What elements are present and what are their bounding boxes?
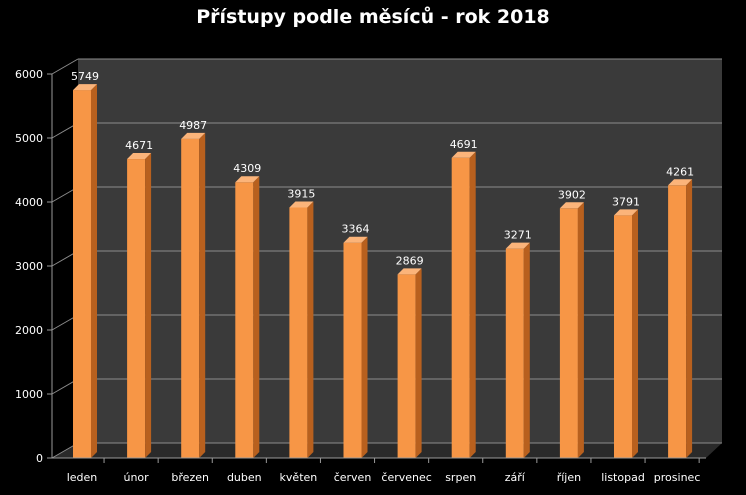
floor — [52, 443, 722, 458]
data-label: 4671 — [125, 139, 153, 152]
bar-front — [668, 185, 687, 458]
bar-side — [307, 201, 314, 458]
data-label: 4987 — [179, 119, 207, 132]
bar — [559, 202, 584, 458]
x-tick-label: červen — [334, 471, 372, 484]
bar-front — [451, 157, 470, 458]
bar-top — [289, 201, 314, 208]
bar-side — [632, 209, 638, 458]
data-label: 3271 — [504, 229, 532, 242]
bar-front — [343, 242, 362, 458]
data-label: 4261 — [666, 165, 694, 178]
y-tick-label: 5000 — [15, 132, 43, 145]
x-tick-label: březen — [171, 471, 209, 484]
bar-side — [199, 132, 206, 458]
y-tick-label: 0 — [36, 452, 43, 465]
bar-side — [469, 151, 476, 458]
x-tick-label: duben — [227, 471, 262, 484]
bar-front — [235, 182, 254, 458]
bar-front — [181, 138, 200, 458]
bar — [181, 132, 206, 458]
bar-top — [559, 202, 584, 209]
bar-front — [127, 159, 146, 458]
bar-top — [397, 268, 422, 275]
data-label: 4309 — [233, 162, 261, 175]
x-tick-label: říjen — [557, 471, 581, 484]
bar-top — [73, 84, 97, 91]
data-labels: 5749 4671 4987 4309 3915 3364 2869 4691 3271 3902… — [71, 70, 694, 267]
bar-front — [73, 90, 91, 459]
bars — [73, 84, 693, 459]
bar-side — [91, 84, 97, 459]
bar — [451, 151, 476, 458]
bar — [289, 201, 314, 458]
x-tick-label: leden — [67, 471, 98, 484]
x-tick-label: září — [505, 471, 526, 484]
data-label: 3915 — [287, 187, 315, 200]
bar-top — [614, 209, 638, 216]
bar — [668, 179, 693, 458]
data-label: 2869 — [396, 254, 424, 267]
bar — [127, 153, 152, 458]
y-tick-label: 1000 — [15, 388, 43, 401]
y-tick-label: 3000 — [15, 260, 43, 273]
bar-front — [614, 215, 632, 458]
bar — [614, 209, 638, 458]
data-label: 3902 — [558, 188, 586, 201]
y-axis: 0 1000 2000 3000 4000 5000 6000 — [15, 68, 43, 465]
bar — [343, 236, 368, 458]
bar — [73, 84, 97, 459]
bar-top — [343, 236, 368, 243]
bar — [397, 268, 422, 458]
bar-front — [289, 207, 308, 458]
data-label: 4691 — [450, 138, 478, 151]
bar-side — [577, 202, 584, 458]
bar-front — [397, 274, 416, 458]
bar-top — [235, 176, 260, 183]
bar-side — [686, 179, 693, 458]
chart-title: Přístupy podle měsíců - rok 2018 — [196, 6, 550, 28]
x-tick-label: srpen — [445, 471, 476, 484]
bar-top — [127, 153, 152, 160]
bar-side — [361, 236, 368, 458]
bar-top — [668, 179, 693, 186]
bar-top — [505, 242, 530, 249]
gridline-diagonal — [51, 58, 79, 75]
x-tick-label: prosinec — [654, 471, 701, 484]
bar-front — [505, 248, 524, 458]
x-tick-label: červenec — [381, 471, 431, 484]
x-axis: leden únor březen duben květen červen červenec… — [52, 457, 706, 484]
bar-top — [451, 151, 476, 158]
y-tick-label: 4000 — [15, 196, 43, 209]
bar — [235, 176, 260, 458]
y-tick-label: 6000 — [15, 68, 43, 81]
bar-front — [559, 208, 578, 458]
bar-side — [415, 268, 422, 458]
bar-top — [181, 132, 206, 139]
data-label: 3791 — [612, 195, 640, 208]
data-label: 5749 — [71, 70, 99, 83]
bar-side — [145, 153, 152, 458]
bar-side — [523, 242, 530, 458]
x-tick-label: listopad — [601, 471, 645, 484]
x-tick-label: květen — [280, 471, 318, 484]
data-label: 3364 — [342, 223, 370, 236]
bar — [505, 242, 530, 458]
bar-side — [253, 176, 260, 458]
x-tick-label: únor — [123, 471, 149, 484]
y-tick-label: 2000 — [15, 324, 43, 337]
